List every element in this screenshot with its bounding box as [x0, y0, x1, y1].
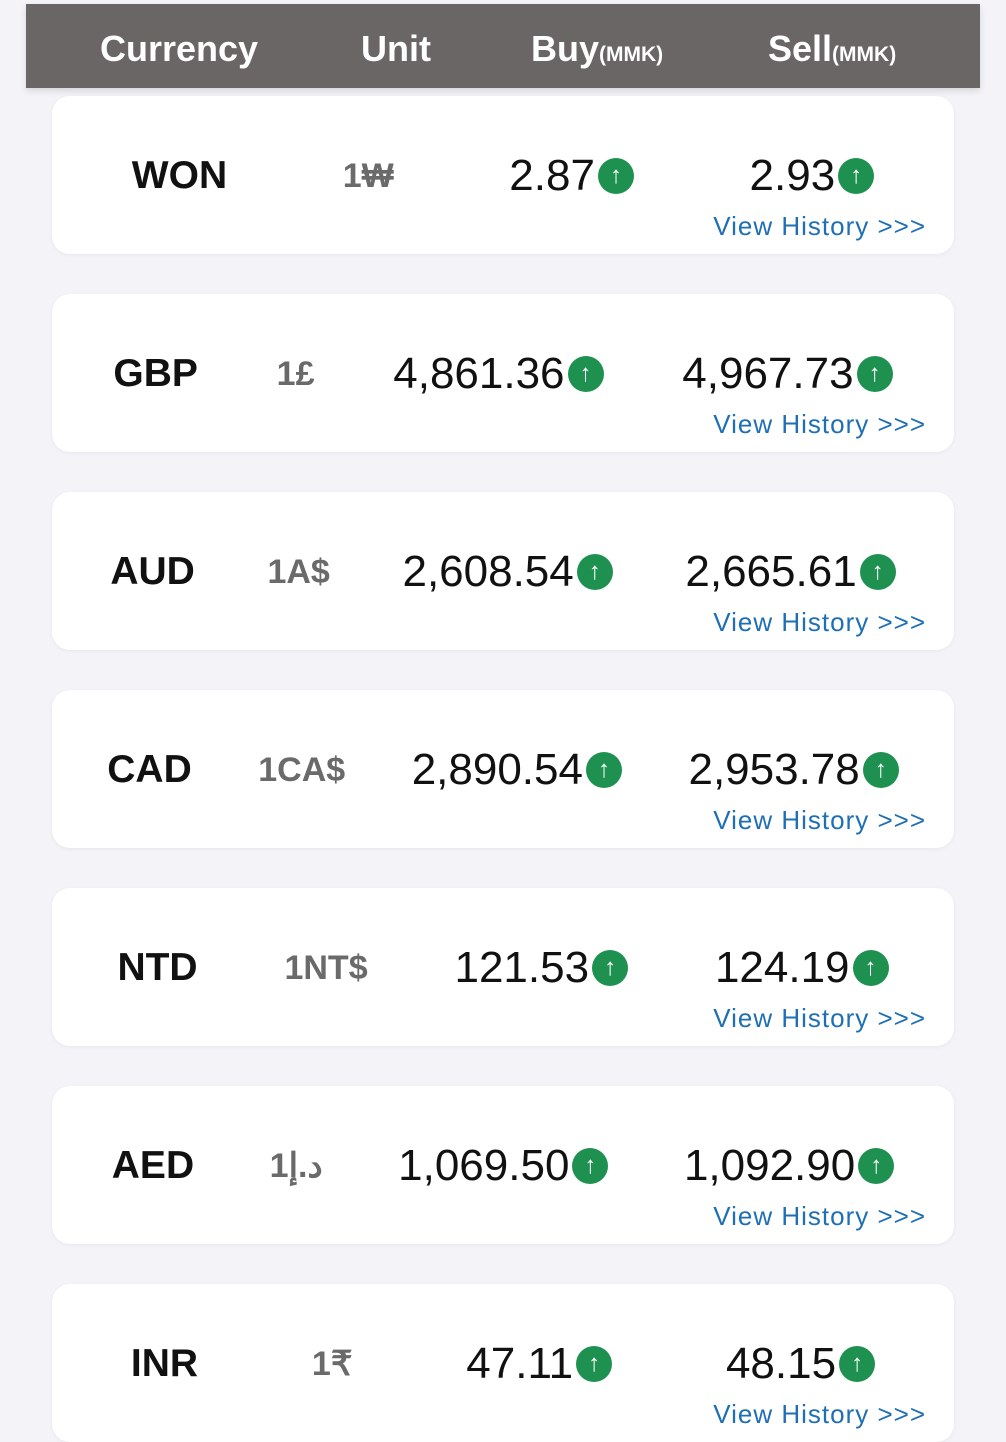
- sell-value: 124.19: [714, 943, 850, 992]
- currency-name: CAD: [107, 748, 192, 791]
- rate-row: WON 1₩ 2.87 ↑ 2.93 ↑: [52, 148, 954, 204]
- buy-rate: 1,069.50 ↑: [398, 1141, 609, 1191]
- rate-row: AED 1د.إ 1,069.50 ↑ 1,092.90 ↑: [52, 1138, 954, 1194]
- rate-row: NTD 1NT$ 121.53 ↑ 124.19 ↑: [52, 940, 954, 996]
- sell-value: 4,967.73: [682, 349, 854, 398]
- buy-value: 2.87: [509, 151, 595, 200]
- rate-row: INR 1₹ 47.11 ↑ 48.15 ↑: [52, 1336, 954, 1392]
- buy-rate: 47.11 ↑: [466, 1339, 613, 1389]
- header-buy-label: Buy: [531, 28, 600, 69]
- table-header: Currency Unit Buy(MMK) Sell(MMK): [26, 4, 980, 88]
- currency-name: WON: [131, 154, 228, 197]
- buy-value: 4,861.36: [393, 349, 565, 398]
- sell-rate: 2,953.78 ↑: [688, 745, 899, 795]
- buy-value: 2,608.54: [402, 547, 574, 596]
- sell-rate: 1,092.90 ↑: [683, 1141, 895, 1191]
- currency-card: AED 1د.إ 1,069.50 ↑ 1,092.90 ↑ View Histor…: [52, 1086, 954, 1244]
- arrow-up-circle-icon: ↑: [852, 950, 889, 986]
- buy-value: 47.11: [466, 1339, 574, 1388]
- arrow-up-circle-icon: ↑: [567, 356, 604, 392]
- buy-value: 2,890.54: [411, 745, 583, 794]
- rate-row: AUD 1A$ 2,608.54 ↑ 2,665.61 ↑: [52, 544, 954, 600]
- header-sell-unit: (MMK): [832, 43, 897, 66]
- sell-rate: 124.19 ↑: [715, 943, 889, 993]
- buy-value: 1,069.50: [398, 1141, 570, 1190]
- currency-name: AUD: [110, 550, 195, 593]
- arrow-up-circle-icon: ↑: [858, 1148, 895, 1184]
- sell-value: 48.15: [725, 1339, 837, 1388]
- currency-card: INR 1₹ 47.11 ↑ 48.15 ↑ View History >>>: [52, 1284, 954, 1442]
- header-currency: Currency: [100, 28, 259, 69]
- arrow-up-circle-icon: ↑: [592, 950, 629, 986]
- sell-rate: 48.15 ↑: [725, 1339, 876, 1389]
- currency-name: GBP: [113, 352, 198, 395]
- rate-row: GBP 1£ 4,861.36 ↑ 4,967.73 ↑: [52, 346, 954, 402]
- view-history-link[interactable]: View History >>>: [713, 211, 926, 241]
- header-sell-label: Sell: [768, 28, 833, 69]
- view-history-link[interactable]: View History >>>: [713, 1201, 926, 1231]
- currency-card: CAD 1CA$ 2,890.54 ↑ 2,953.78 ↑ View Histor…: [52, 690, 954, 848]
- header-unit: Unit: [361, 28, 431, 69]
- sell-rate: 2.93 ↑: [750, 151, 875, 201]
- currency-card: AUD 1A$ 2,608.54 ↑ 2,665.61 ↑ View History…: [52, 492, 954, 650]
- sell-value: 2,953.78: [688, 745, 860, 794]
- header-buy: Buy(MMK): [531, 28, 663, 70]
- currency-unit: 1£: [276, 354, 315, 393]
- view-history-link[interactable]: View History >>>: [713, 607, 926, 637]
- view-history-link[interactable]: View History >>>: [713, 1399, 926, 1429]
- currency-unit: 1₹: [311, 1345, 353, 1383]
- arrow-up-circle-icon: ↑: [576, 1346, 613, 1382]
- currency-name: INR: [130, 1342, 199, 1385]
- currency-card: GBP 1£ 4,861.36 ↑ 4,967.73 ↑ View History …: [52, 294, 954, 452]
- view-history-link[interactable]: View History >>>: [713, 409, 926, 439]
- currency-unit: 1CA$: [258, 750, 346, 789]
- currency-unit: 1A$: [267, 552, 330, 591]
- currency-name: AED: [111, 1144, 195, 1187]
- view-history-link[interactable]: View History >>>: [713, 805, 926, 835]
- currency-card: NTD 1NT$ 121.53 ↑ 124.19 ↑ View History >>…: [52, 888, 954, 1046]
- arrow-up-circle-icon: ↑: [572, 1148, 609, 1184]
- buy-rate: 4,861.36 ↑: [393, 349, 604, 399]
- buy-value: 121.53: [454, 943, 590, 992]
- currency-name: NTD: [117, 946, 198, 989]
- sell-rate: 2,665.61 ↑: [685, 547, 896, 597]
- arrow-up-circle-icon: ↑: [576, 554, 613, 590]
- buy-rate: 121.53 ↑: [454, 943, 629, 993]
- sell-rate: 4,967.73 ↑: [682, 349, 893, 399]
- arrow-up-circle-icon: ↑: [839, 1346, 876, 1382]
- arrow-up-circle-icon: ↑: [859, 554, 896, 590]
- currency-card: WON 1₩ 2.87 ↑ 2.93 ↑ View History >>>: [52, 96, 954, 254]
- arrow-up-circle-icon: ↑: [862, 752, 899, 788]
- arrow-up-circle-icon: ↑: [856, 356, 893, 392]
- header-sell: Sell(MMK): [768, 28, 896, 70]
- arrow-up-circle-icon: ↑: [585, 752, 622, 788]
- buy-rate: 2.87 ↑: [509, 151, 634, 201]
- currency-unit: 1د.إ: [269, 1147, 323, 1185]
- arrow-up-circle-icon: ↑: [597, 158, 634, 194]
- sell-value: 2,665.61: [685, 547, 857, 596]
- rate-row: CAD 1CA$ 2,890.54 ↑ 2,953.78 ↑: [52, 742, 954, 798]
- buy-rate: 2,608.54 ↑: [402, 547, 613, 597]
- currency-unit: 1₩: [342, 156, 394, 195]
- currency-unit: 1NT$: [284, 948, 368, 987]
- sell-value: 1,092.90: [683, 1141, 856, 1190]
- arrow-up-circle-icon: ↑: [838, 158, 875, 194]
- buy-rate: 2,890.54 ↑: [412, 745, 622, 795]
- header-buy-unit: (MMK): [599, 43, 664, 66]
- sell-value: 2.93: [749, 151, 836, 200]
- view-history-link[interactable]: View History >>>: [713, 1003, 926, 1033]
